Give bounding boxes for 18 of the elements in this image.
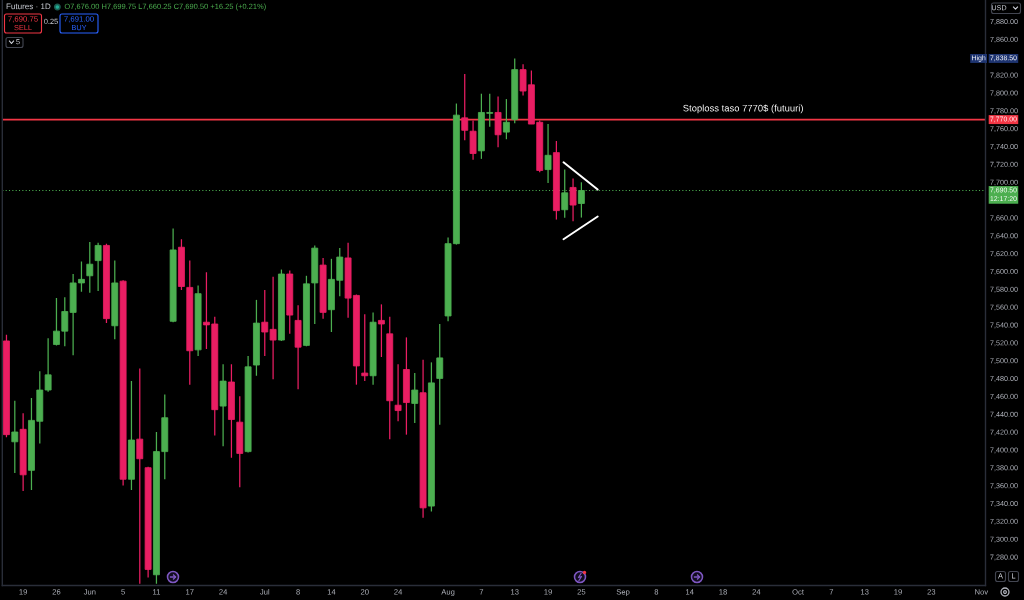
candlestick (502, 98, 510, 140)
candlestick (394, 363, 402, 422)
candlestick (411, 372, 419, 424)
candlestick (86, 241, 94, 294)
candlestick (461, 73, 469, 141)
chart-title: Futures · 1D (6, 3, 51, 10)
candlestick (544, 123, 552, 184)
candlestick (469, 119, 477, 161)
candlestick (11, 400, 19, 474)
candlestick (436, 323, 444, 426)
candlestick (569, 177, 577, 222)
candlestick (136, 367, 144, 585)
candlestick (378, 303, 385, 358)
candlestick (577, 181, 585, 219)
ref-line-label: Stoploss taso 7770$ (futuuri) (683, 104, 803, 114)
candlestick (494, 95, 502, 148)
candlestick (94, 242, 102, 292)
candlestick (361, 313, 369, 382)
